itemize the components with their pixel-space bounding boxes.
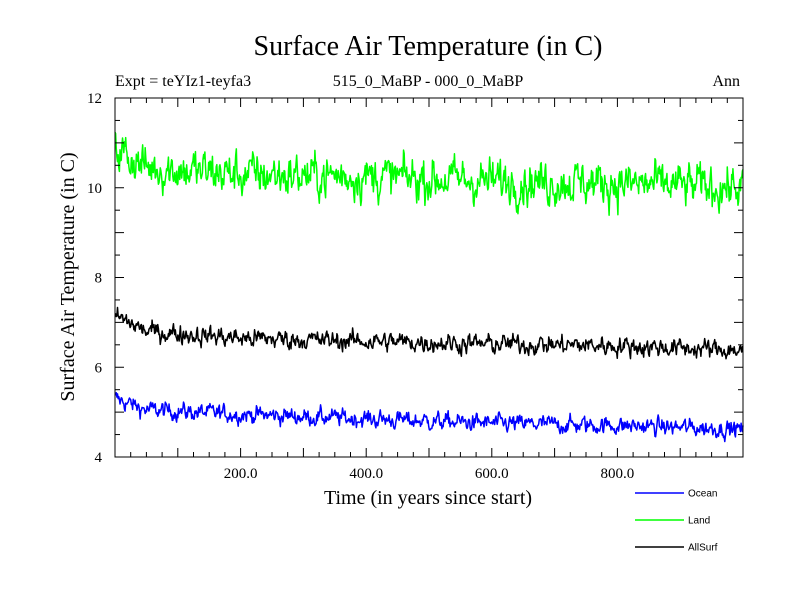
y-axis-label: Surface Air Temperature (in C) (57, 152, 79, 401)
x-tick-label: 600.0 (475, 466, 509, 482)
period-label: 515_0_MaBP - 000_0_MaBP (333, 73, 524, 90)
plot-frame (114, 97, 744, 458)
y-tick-label: 12 (87, 91, 102, 107)
legend-label-ocean: Ocean (688, 489, 717, 500)
x-tick-label: 200.0 (224, 466, 258, 482)
chart-title: Surface Air Temperature (in C) (254, 31, 603, 62)
legend-label-allsurf: AllSurf (688, 543, 718, 554)
x-tick-label: 400.0 (349, 466, 383, 482)
series-layer (114, 131, 744, 443)
experiment-label: Expt = teYIz1-teyfa3 (115, 73, 251, 90)
x-axis-label: Time (in years since start) (324, 487, 532, 509)
y-tick-label: 4 (95, 450, 103, 466)
y-tick-label: 8 (95, 271, 103, 287)
season-label: Ann (712, 73, 740, 90)
series-line-ocean (114, 391, 744, 443)
y-tick-label: 6 (95, 360, 103, 376)
legend: Ocean Land AllSurf (635, 489, 718, 554)
series-line-allsurf (114, 306, 744, 360)
legend-label-land: Land (688, 516, 710, 527)
y-tick-label: 10 (87, 181, 102, 197)
series-line-land (114, 131, 744, 216)
axes-layer: 200.0 400.0 600.0 800.0 4 6 8 10 12 (87, 91, 744, 482)
x-tick-label: 800.0 (601, 466, 635, 482)
